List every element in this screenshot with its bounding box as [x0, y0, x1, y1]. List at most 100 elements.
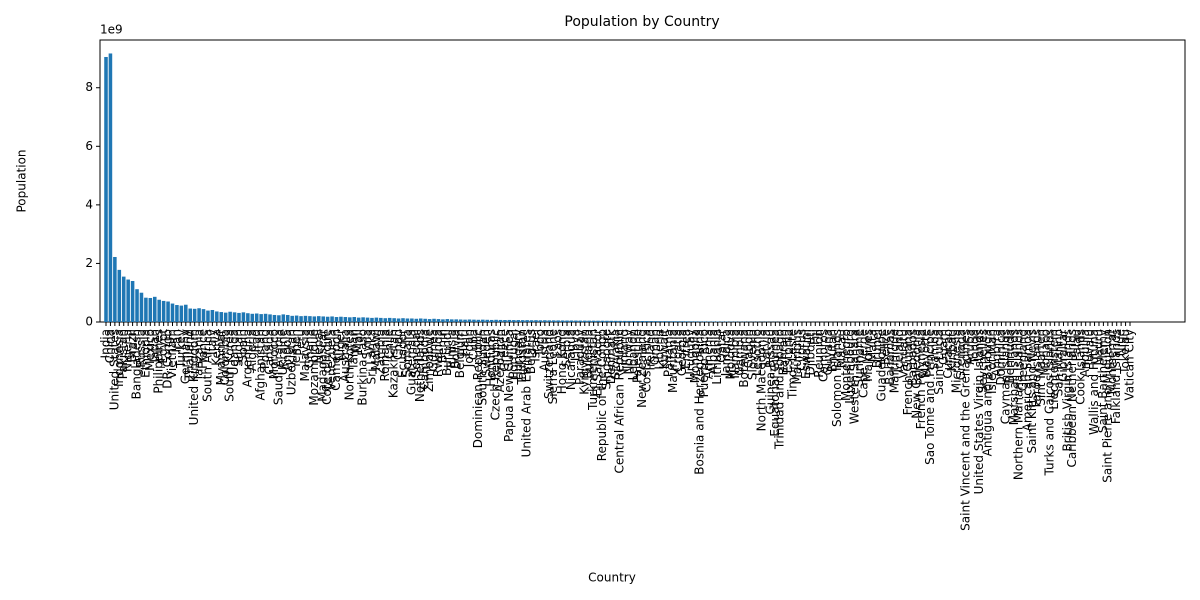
- bar: [543, 320, 547, 322]
- bar: [206, 310, 210, 322]
- x-tick-label: Greenland: [1016, 329, 1030, 391]
- x-tick-label: Botswana: [737, 329, 751, 388]
- bar: [228, 311, 232, 322]
- x-tick-label: Saint Vincent and the Grenadines: [958, 329, 972, 531]
- bar: [614, 320, 618, 322]
- bar: [427, 319, 432, 322]
- bar: [547, 320, 552, 322]
- x-tick-label: Equatorial Guinea: [768, 329, 782, 437]
- bar: [405, 318, 410, 322]
- bar: [702, 321, 707, 322]
- x-tick-label: Fiji: [808, 329, 822, 345]
- x-tick-label: Venezuela: [325, 329, 339, 391]
- x-tick-label: Saint Pierre and Miquelon: [1100, 329, 1114, 483]
- bar: [410, 318, 414, 322]
- bar: [108, 53, 113, 323]
- x-tick-label: Kuwait: [657, 329, 671, 369]
- bar: [698, 321, 702, 322]
- x-tick-label: Chad: [391, 329, 405, 360]
- bar: [507, 319, 512, 322]
- bar: [117, 269, 122, 322]
- x-tick-label: Andorra: [990, 329, 1004, 377]
- bar: [467, 319, 472, 322]
- bar: [126, 279, 130, 322]
- x-tick-label: Egypt: [156, 329, 170, 364]
- x-tick-label: Slovakia: [608, 329, 622, 379]
- x-tick-label: Mali: [351, 329, 365, 353]
- x-tick-label: Brunei: [870, 329, 884, 368]
- bar: [551, 320, 556, 322]
- x-tick-label: Sint Maarten: [1034, 329, 1048, 406]
- bar: [339, 316, 343, 322]
- x-tick-label: Cuba: [466, 329, 480, 360]
- x-tick-label: Central African Republic: [613, 329, 627, 473]
- x-tick-label: Caribbean Netherlands: [1065, 329, 1079, 468]
- bar: [272, 314, 277, 322]
- bar: [370, 317, 374, 322]
- bar: [693, 321, 698, 322]
- bar: [667, 321, 671, 322]
- bar: [294, 315, 299, 322]
- bar: [223, 312, 228, 322]
- x-tick-label: Guatemala: [404, 329, 418, 395]
- x-tick-label: Romania: [378, 329, 392, 381]
- x-tick-label: Saint Kitts and Nevis: [1025, 329, 1039, 454]
- bar: [649, 321, 654, 322]
- x-tick-label: Austria: [537, 329, 551, 371]
- bar: [379, 317, 383, 322]
- x-tick-label: San Marino: [1052, 329, 1066, 396]
- x-tick-label: Mayotte: [919, 329, 933, 378]
- bar: [219, 312, 224, 322]
- x-tick-label: Gabon: [741, 329, 755, 368]
- x-tick-label: Bahrain: [777, 329, 791, 375]
- bar: [303, 315, 308, 322]
- bar: [166, 301, 170, 322]
- bar: [121, 276, 126, 322]
- x-tick-label: Kazakhstan: [387, 329, 401, 398]
- bar: [135, 289, 139, 322]
- bar: [445, 319, 450, 322]
- x-tick-label: Malawi: [369, 329, 383, 371]
- x-tick-label: United States Virgin Islands: [972, 329, 986, 494]
- bar: [246, 313, 250, 322]
- bar: [348, 317, 352, 322]
- bar: [299, 316, 303, 322]
- bar: [671, 321, 676, 322]
- x-tick-label: North Macedonia: [755, 329, 769, 431]
- x-tick-label: South Korea: [223, 329, 237, 402]
- x-tick-label: Cambodia: [418, 329, 432, 390]
- bar: [343, 317, 348, 322]
- bar: [250, 313, 255, 322]
- bar: [565, 320, 569, 322]
- bar: [241, 312, 246, 322]
- bar: [418, 318, 423, 322]
- bar: [569, 320, 574, 322]
- x-tick-label: Iran: [169, 329, 183, 352]
- x-tick-label: Burundi: [440, 329, 454, 376]
- x-tick-label: Ukraine: [276, 329, 290, 375]
- y-tick-label: 8: [85, 80, 93, 94]
- x-tick-label: Denmark: [604, 329, 618, 384]
- bar: [179, 305, 184, 322]
- x-tick-label: Hong Kong: [555, 329, 569, 394]
- x-tick-label: Syria: [360, 329, 374, 359]
- bar: [684, 321, 689, 322]
- x-tick-label: Norway: [622, 329, 636, 375]
- x-tick-label: Burkina Faso: [356, 329, 370, 406]
- x-tick-label: United Kingdom: [187, 329, 201, 425]
- bar: [290, 315, 294, 322]
- bar: [454, 319, 458, 322]
- x-tick-label: Tanzania: [192, 329, 206, 382]
- x-tick-label: Tajikistan: [515, 329, 529, 386]
- x-tick-label: Grenada: [954, 329, 968, 380]
- y-tick-label: 0: [85, 315, 93, 329]
- bar: [529, 320, 534, 322]
- x-tick-label: Luxembourg: [843, 329, 857, 404]
- bar: [374, 317, 379, 322]
- x-tick-label: Senegal: [409, 329, 423, 377]
- bar: [161, 300, 166, 322]
- x-tick-label: Montserrat: [1105, 329, 1119, 395]
- bar: [494, 319, 498, 322]
- y-offset-label: 1e9: [100, 23, 123, 37]
- bar: [512, 320, 516, 322]
